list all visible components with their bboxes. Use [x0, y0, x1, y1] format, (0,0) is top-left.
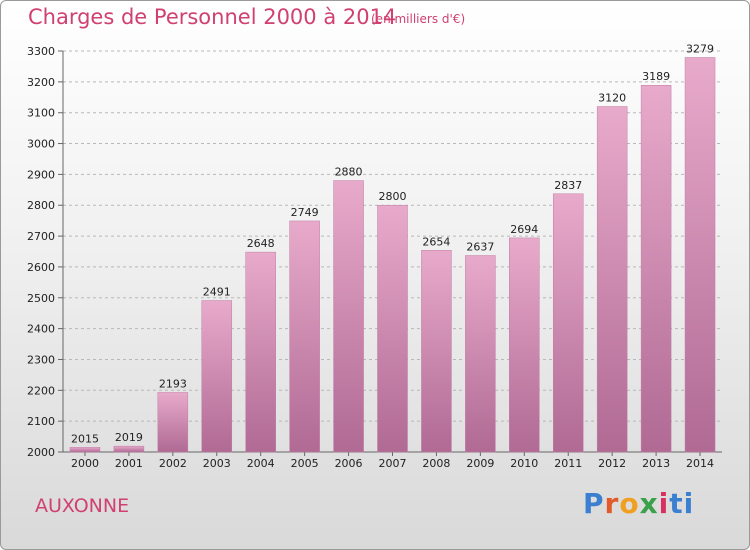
brand-letter: r — [604, 487, 620, 520]
bar — [509, 237, 540, 453]
y-tick-label: 2700 — [27, 230, 55, 243]
x-tick-label: 2005 — [291, 457, 319, 470]
y-tick-label: 3000 — [27, 138, 55, 151]
y-tick-label: 2500 — [27, 292, 55, 305]
y-tick-label: 3100 — [27, 107, 55, 120]
bar-value-label: 2019 — [115, 431, 143, 444]
bar-value-label: 2193 — [159, 377, 187, 390]
brand-letter: o — [619, 487, 640, 520]
x-tick-label: 2009 — [466, 457, 494, 470]
x-tick-label: 2003 — [203, 457, 231, 470]
y-tick-label: 3200 — [27, 76, 55, 89]
bar-value-label: 2637 — [466, 241, 494, 254]
bar — [421, 250, 452, 453]
x-tick-label: 2004 — [247, 457, 275, 470]
y-tick-label: 2100 — [27, 415, 55, 428]
x-tick-label: 2008 — [422, 457, 450, 470]
x-tick-label: 2006 — [335, 457, 363, 470]
x-tick-label: 2000 — [71, 457, 99, 470]
x-tick-label: 2014 — [686, 457, 714, 470]
bar-value-label: 2749 — [291, 206, 319, 219]
x-tick-label: 2011 — [554, 457, 582, 470]
bar-value-label: 3279 — [686, 42, 714, 55]
brand-letter: ti — [669, 487, 695, 520]
bar — [201, 300, 233, 453]
bar-value-label: 3189 — [642, 70, 670, 83]
chart-subtitle: (en milliers d'€) — [371, 12, 466, 26]
location-label: AUXONNE — [35, 495, 130, 517]
y-tick-label: 2600 — [27, 261, 55, 274]
x-tick-label: 2010 — [510, 457, 538, 470]
bar — [596, 106, 628, 453]
y-tick-label: 2000 — [27, 446, 55, 459]
bar — [552, 193, 584, 453]
y-tick-label: 3300 — [27, 45, 55, 58]
bar — [465, 255, 496, 453]
chart-title: Charges de Personnel 2000 à 2014 — [28, 5, 397, 29]
y-tick-label: 2300 — [27, 353, 55, 366]
brand-letter: P — [583, 487, 605, 520]
bar — [289, 220, 320, 453]
bar — [113, 445, 145, 453]
bar-value-label: 2800 — [379, 190, 407, 203]
bar-value-label: 2491 — [203, 286, 231, 299]
bar-value-label: 2654 — [422, 235, 450, 248]
bar-value-label: 2648 — [247, 237, 275, 250]
bar-value-label: 2694 — [510, 223, 538, 236]
bar — [333, 180, 364, 453]
bar — [157, 392, 189, 453]
x-tick-label: 2012 — [598, 457, 626, 470]
bar-value-label: 3120 — [598, 92, 626, 105]
bar — [640, 84, 672, 453]
brand-letter: x — [639, 487, 659, 520]
bar — [377, 204, 408, 453]
bar-value-label: 2837 — [554, 179, 582, 192]
y-tick-label: 2800 — [27, 199, 55, 212]
bar-value-label: 2015 — [71, 432, 99, 445]
bar — [245, 251, 276, 453]
brand-letter: i — [658, 487, 670, 520]
x-tick-label: 2007 — [379, 457, 407, 470]
bar-value-label: 2880 — [335, 166, 363, 179]
y-tick-label: 2900 — [27, 168, 55, 181]
x-tick-label: 2001 — [115, 457, 143, 470]
x-tick-label: 2013 — [642, 457, 670, 470]
bar — [69, 447, 101, 453]
brand-logo: Proxiti — [583, 487, 694, 520]
y-tick-label: 2400 — [27, 323, 55, 336]
y-tick-label: 2200 — [27, 384, 55, 397]
x-tick-label: 2002 — [159, 457, 187, 470]
bar — [684, 57, 716, 453]
